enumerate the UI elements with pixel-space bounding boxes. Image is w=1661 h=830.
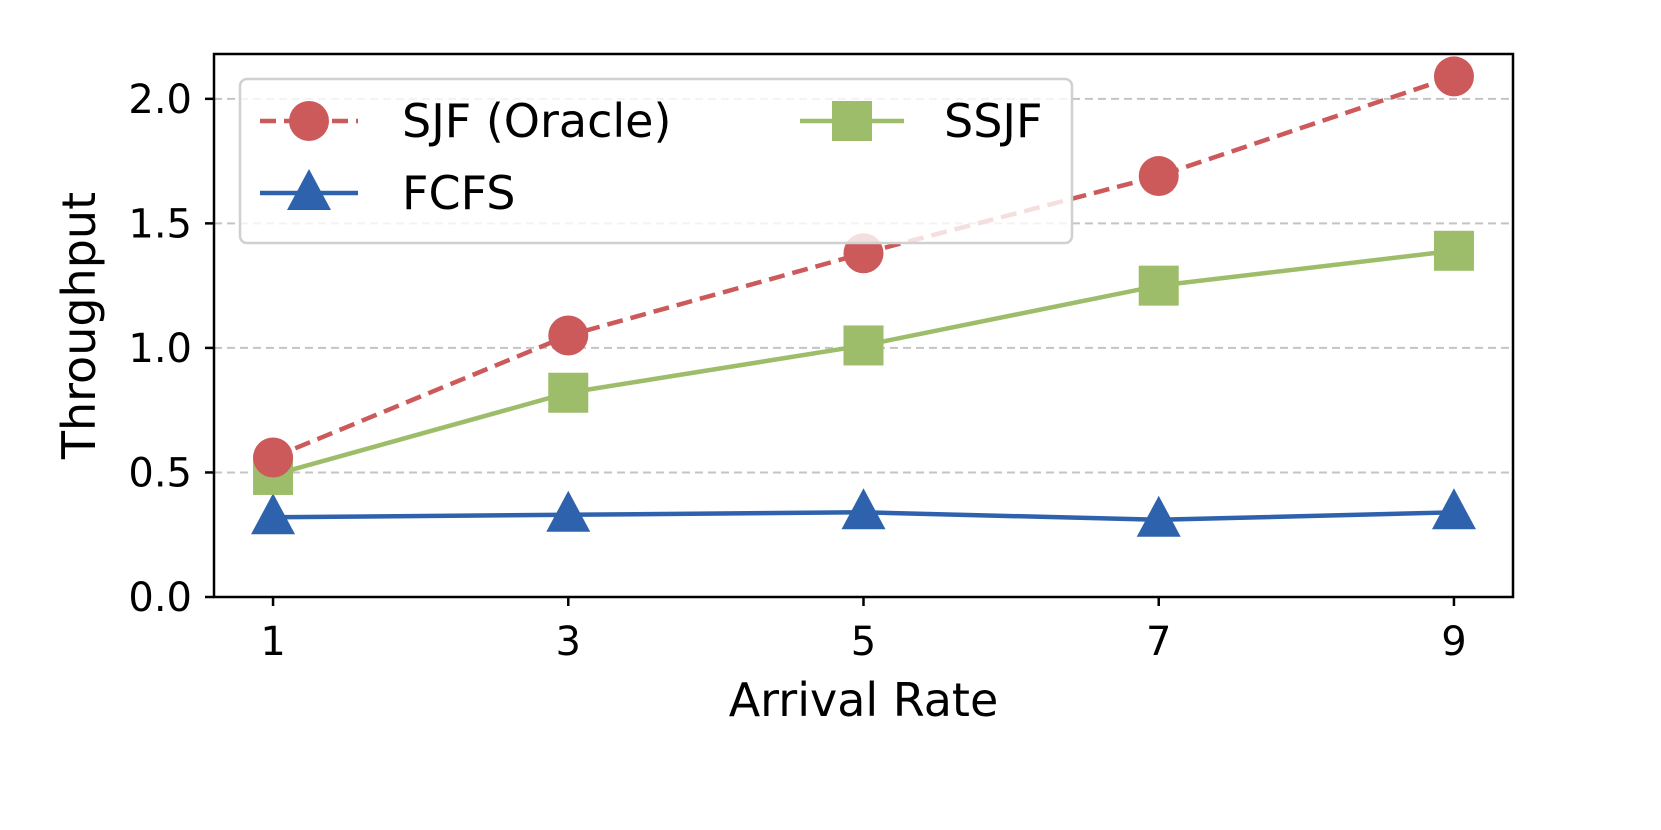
data-point — [253, 437, 294, 478]
data-point — [1136, 495, 1181, 537]
data-point — [548, 315, 589, 356]
data-point — [1431, 488, 1476, 530]
legend-entry: SSJF — [800, 94, 1042, 148]
x-tick-label: 9 — [1441, 619, 1466, 665]
data-point — [1433, 56, 1474, 97]
x-tick-label: 1 — [260, 619, 285, 665]
series-layer — [251, 56, 1476, 537]
series-sjf-oracle — [253, 56, 1474, 478]
data-point — [1138, 156, 1179, 197]
x-axis: 1 3 5 7 9 — [260, 597, 1467, 665]
y-tick-label: 1.5 — [128, 201, 192, 247]
legend-marker — [832, 101, 872, 141]
y-tick-label: 2.0 — [128, 77, 192, 123]
data-point — [548, 372, 589, 413]
legend: SJF (Oracle) SSJF FCFS — [238, 77, 1074, 245]
y-tick-label: 0.0 — [128, 575, 192, 621]
data-point — [843, 325, 884, 366]
data-point — [251, 493, 296, 535]
series-fcfs — [251, 488, 1476, 537]
legend-entry: FCFS — [260, 166, 515, 220]
data-point — [1138, 265, 1179, 306]
series-ssjf — [253, 230, 1474, 495]
x-axis-title: Arrival Rate — [729, 673, 999, 727]
y-axis: 0.0 0.5 1.0 1.5 2.0 — [128, 77, 214, 621]
x-tick-label: 3 — [556, 619, 581, 665]
legend-marker — [287, 169, 331, 210]
data-point — [841, 488, 886, 530]
data-point — [1433, 230, 1474, 271]
legend-marker — [289, 101, 329, 141]
y-tick-label: 1.0 — [128, 326, 192, 372]
legend-entry: SJF (Oracle) — [260, 94, 671, 148]
data-point — [546, 490, 591, 532]
legend-label: SJF (Oracle) — [402, 94, 671, 148]
legend-label: SSJF — [944, 94, 1042, 148]
x-tick-label: 5 — [851, 619, 876, 665]
y-axis-title: Throughput — [52, 192, 106, 460]
legend-label: FCFS — [402, 166, 515, 220]
grid-lines — [214, 97, 1513, 474]
x-tick-label: 7 — [1146, 619, 1171, 665]
y-tick-label: 0.5 — [128, 450, 192, 496]
